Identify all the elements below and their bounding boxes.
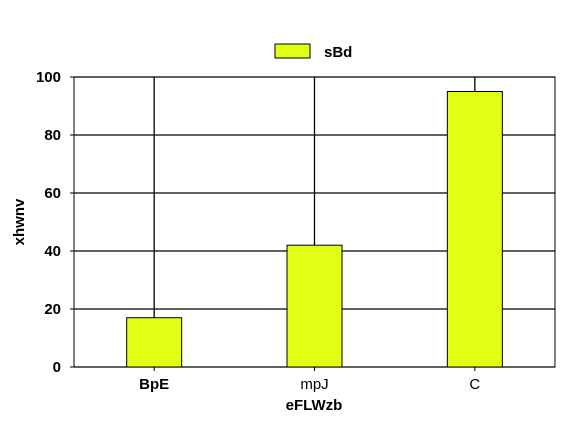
x-axis-ticks: BpE mpJ C: [139, 367, 480, 393]
legend: sBd: [275, 44, 352, 61]
bar-BpE: [127, 318, 182, 367]
y-tick-label: 80: [44, 127, 61, 144]
legend-swatch: [275, 44, 310, 58]
x-axis-title: eFLWzb: [286, 397, 343, 414]
y-tick-label: 20: [44, 301, 61, 318]
x-tick-label: mpJ: [300, 376, 328, 393]
legend-label: sBd: [324, 44, 352, 61]
y-tick-label: 100: [36, 69, 61, 86]
x-tick-label: C: [469, 376, 480, 393]
x-tick-label: BpE: [139, 376, 169, 393]
bar-C: [447, 92, 502, 368]
bar-mpJ: [287, 245, 342, 367]
y-tick-label: 60: [44, 185, 61, 202]
y-tick-label: 40: [44, 243, 61, 260]
y-axis-title: xhwnv: [11, 198, 28, 245]
y-tick-label: 0: [53, 359, 61, 376]
y-axis-ticks: 0 20 40 60 80 100: [36, 69, 74, 376]
